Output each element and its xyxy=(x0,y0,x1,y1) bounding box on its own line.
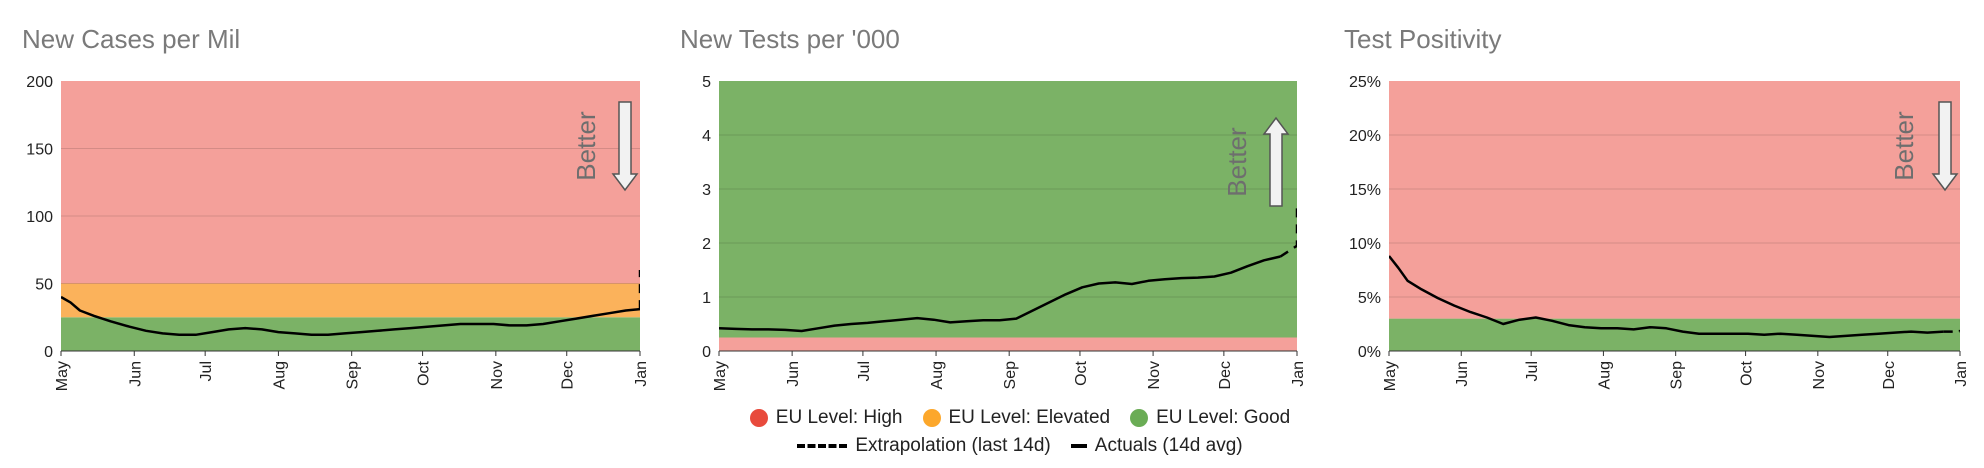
x-tick-label: May xyxy=(54,361,71,391)
y-tick-label: 50 xyxy=(35,277,53,294)
chart-title-test-positivity: Test Positivity xyxy=(1344,24,1502,54)
y-tick-label: 150 xyxy=(26,142,53,159)
x-tick-label: Dec xyxy=(1217,361,1234,389)
x-tick-label: Jul xyxy=(198,361,215,381)
y-tick-label: 100 xyxy=(26,209,53,226)
x-tick-label: Aug xyxy=(929,361,946,389)
x-tick-label: Oct xyxy=(1073,360,1090,385)
x-tick-label: Oct xyxy=(1739,360,1756,385)
better-arrow-icon xyxy=(1931,101,1959,192)
legend-row-lines: Extrapolation (last 14d) Actuals (14d av… xyxy=(700,433,1340,459)
band-high xyxy=(61,81,640,284)
x-tick-label: Aug xyxy=(271,361,288,389)
legend-label-elevated: EU Level: Elevated xyxy=(948,407,1111,428)
legend-item-good: EU Level: Good xyxy=(1130,407,1290,429)
chart-title-new-tests: New Tests per '000 xyxy=(680,24,900,54)
x-tick-label: Jun xyxy=(785,361,802,387)
better-annotation-label: Better xyxy=(571,111,601,181)
x-tick-label: Jul xyxy=(1524,361,1541,381)
x-tick-label: Dec xyxy=(560,361,577,389)
y-tick-label: 0% xyxy=(1358,344,1381,361)
legend-dot-elevated-icon xyxy=(922,409,941,427)
legend-dashed-line-icon xyxy=(797,444,848,448)
x-tick-label: Nov xyxy=(489,361,506,389)
x-tick-label: Jun xyxy=(1454,361,1471,387)
band-high xyxy=(1389,81,1960,319)
band-good xyxy=(719,81,1297,338)
band-high xyxy=(719,337,1297,351)
better-arrow-icon xyxy=(1262,116,1290,207)
series-actuals-line xyxy=(1389,255,1944,339)
legend-item-high: EU Level: High xyxy=(749,407,903,429)
chart-legend: EU Level: High EU Level: Elevated EU Lev… xyxy=(700,405,1340,463)
legend-label-good: EU Level: Good xyxy=(1156,407,1291,428)
y-tick-label: 10% xyxy=(1349,236,1381,253)
y-tick-label: 5 xyxy=(702,74,711,91)
y-tick-label: 25% xyxy=(1349,74,1381,91)
legend-item-elevated: EU Level: Elevated xyxy=(922,407,1111,429)
x-tick-label: Nov xyxy=(1146,361,1163,389)
legend-label-high: EU Level: High xyxy=(775,407,903,428)
x-tick-label: Jan xyxy=(633,361,650,387)
legend-dot-good-icon xyxy=(1130,409,1149,427)
x-tick-label: Jan xyxy=(1953,361,1970,387)
x-tick-label: May xyxy=(712,361,729,391)
legend-dot-high-icon xyxy=(749,409,768,427)
legend-solid-line-icon xyxy=(1070,444,1087,448)
x-tick-label: Jan xyxy=(1290,361,1307,387)
y-tick-label: 4 xyxy=(702,128,711,145)
chart-panel-0: 0 50 100 150 200 May Jun Jul Aug Sep Oct Nov Dec Jan B… xyxy=(26,74,650,391)
x-tick-label: Sep xyxy=(1669,361,1686,390)
y-tick-label: 200 xyxy=(26,74,53,91)
x-tick-label: Jun xyxy=(127,361,144,387)
x-tick-label: Sep xyxy=(1002,361,1019,390)
y-tick-label: 0 xyxy=(702,344,711,361)
y-tick-label: 20% xyxy=(1349,128,1381,145)
y-tick-label: 5% xyxy=(1358,290,1381,307)
series-extrapolation-line xyxy=(1279,204,1297,258)
x-tick-label: Jul xyxy=(856,361,873,381)
legend-item-actuals: Actuals (14d avg) xyxy=(1070,435,1243,457)
y-tick-label: 1 xyxy=(702,290,711,307)
x-tick-label: Oct xyxy=(416,360,433,385)
chart-panel-2: 0% 5% 10% 15% 20% 25% May Jun Jul Aug Sep Oct Nov Dec… xyxy=(1349,74,1970,391)
better-annotation-label: Better xyxy=(1222,127,1252,197)
x-tick-label: Dec xyxy=(1881,361,1898,389)
legend-row-levels: EU Level: High EU Level: Elevated EU Lev… xyxy=(700,405,1340,431)
better-annotation-label: Better xyxy=(1889,111,1919,181)
x-tick-label: Nov xyxy=(1811,361,1828,389)
better-arrow-icon xyxy=(611,101,639,192)
legend-item-extrapolation: Extrapolation (last 14d) xyxy=(797,435,1051,457)
x-tick-label: Aug xyxy=(1596,361,1613,389)
y-tick-label: 0 xyxy=(44,344,53,361)
chart-panel-1: 0 1 2 3 4 5 May Jun Jul Aug Sep Oct Nov Dec Jan Better xyxy=(702,74,1307,391)
x-tick-label: Sep xyxy=(345,361,362,390)
y-tick-label: 3 xyxy=(702,182,711,199)
y-tick-label: 15% xyxy=(1349,182,1381,199)
chart-title-new-cases: New Cases per Mil xyxy=(22,24,241,54)
series-actuals-line xyxy=(719,255,1281,333)
legend-label-actuals: Actuals (14d avg) xyxy=(1094,435,1243,456)
legend-label-extrapolation: Extrapolation (last 14d) xyxy=(855,435,1051,456)
series-actuals-line xyxy=(61,295,640,337)
x-tick-label: May xyxy=(1382,361,1399,391)
band-elevated xyxy=(61,283,640,318)
y-tick-label: 2 xyxy=(702,236,711,253)
